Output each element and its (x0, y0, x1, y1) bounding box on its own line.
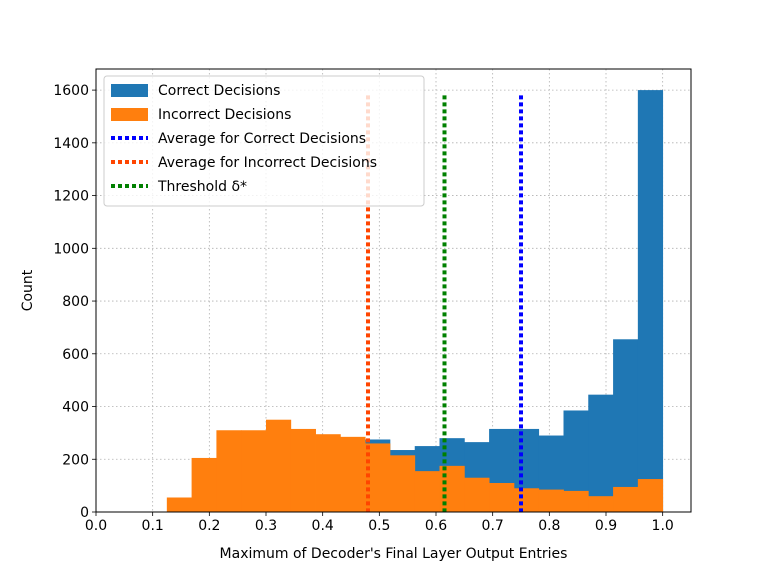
correct-bar (588, 394, 614, 512)
incorrect-bar (538, 489, 564, 512)
incorrect-bar (166, 497, 192, 512)
y-tick-label: 1000 (53, 241, 89, 257)
correct-bar (613, 339, 639, 512)
x-tick-label: 0.2 (198, 518, 220, 534)
x-tick-label: 0.0 (85, 518, 107, 534)
y-tick-label: 600 (62, 347, 89, 363)
x-tick-label: 0.7 (482, 518, 504, 534)
x-tick-label: 0.6 (425, 518, 447, 534)
legend-label: Threshold δ* (157, 179, 247, 195)
legend-swatch (111, 108, 148, 121)
incorrect-bar (290, 428, 316, 512)
incorrect-bar (340, 436, 366, 512)
legend-label: Incorrect Decisions (158, 107, 291, 123)
correct-bar (637, 90, 664, 512)
incorrect-bar (513, 488, 540, 512)
incorrect-bar (389, 455, 416, 512)
incorrect-bar (464, 477, 490, 512)
y-axis-label: Count (20, 269, 36, 311)
x-tick-label: 1.0 (652, 518, 674, 534)
x-tick-label: 0.9 (595, 518, 617, 534)
y-tick-label: 400 (62, 400, 89, 416)
x-tick-label: 0.5 (368, 518, 390, 534)
x-tick-label: 0.1 (142, 518, 164, 534)
y-axis-ticks: 0 200 400 600 800 1000 1200 1400 1600 (53, 83, 96, 521)
legend-label: Average for Correct Decisions (158, 131, 366, 147)
incorrect-bar (489, 482, 515, 512)
y-tick-label: 200 (62, 452, 89, 468)
legend-label: Correct Decisions (158, 83, 280, 99)
y-tick-label: 1600 (53, 83, 89, 99)
y-tick-label: 800 (62, 294, 89, 310)
incorrect-bar (563, 490, 589, 512)
incorrect-bar (315, 434, 341, 512)
legend-box (103, 75, 425, 207)
incorrect-bar (613, 486, 639, 512)
incorrect-bar (216, 430, 242, 512)
incorrect-bar (266, 419, 292, 512)
incorrect-bar (241, 430, 267, 512)
incorrect-bar (637, 479, 664, 512)
x-tick-label: 0.8 (538, 518, 560, 534)
legend: Correct Decisions Incorrect Decisions Aver… (103, 75, 425, 207)
legend-swatch (111, 84, 148, 97)
incorrect-bar (588, 496, 614, 512)
incorrect-bar (414, 471, 440, 512)
incorrect-bar (191, 457, 217, 512)
y-tick-label: 0 (80, 505, 89, 521)
x-tick-label: 0.3 (255, 518, 277, 534)
x-tick-label: 0.4 (312, 518, 334, 534)
x-axis-label: Maximum of Decoder's Final Layer Output … (220, 546, 568, 562)
y-tick-label: 1200 (53, 189, 89, 205)
x-axis-ticks: 0.0 0.1 0.2 0.3 0.4 0.5 0.6 0.7 0.8 0.9 1.0 (85, 512, 674, 534)
plot-frame (95, 68, 692, 513)
y-tick-label: 1400 (53, 136, 89, 152)
incorrect-bars (166, 419, 664, 512)
legend-label: Average for Incorrect Decisions (158, 155, 377, 171)
